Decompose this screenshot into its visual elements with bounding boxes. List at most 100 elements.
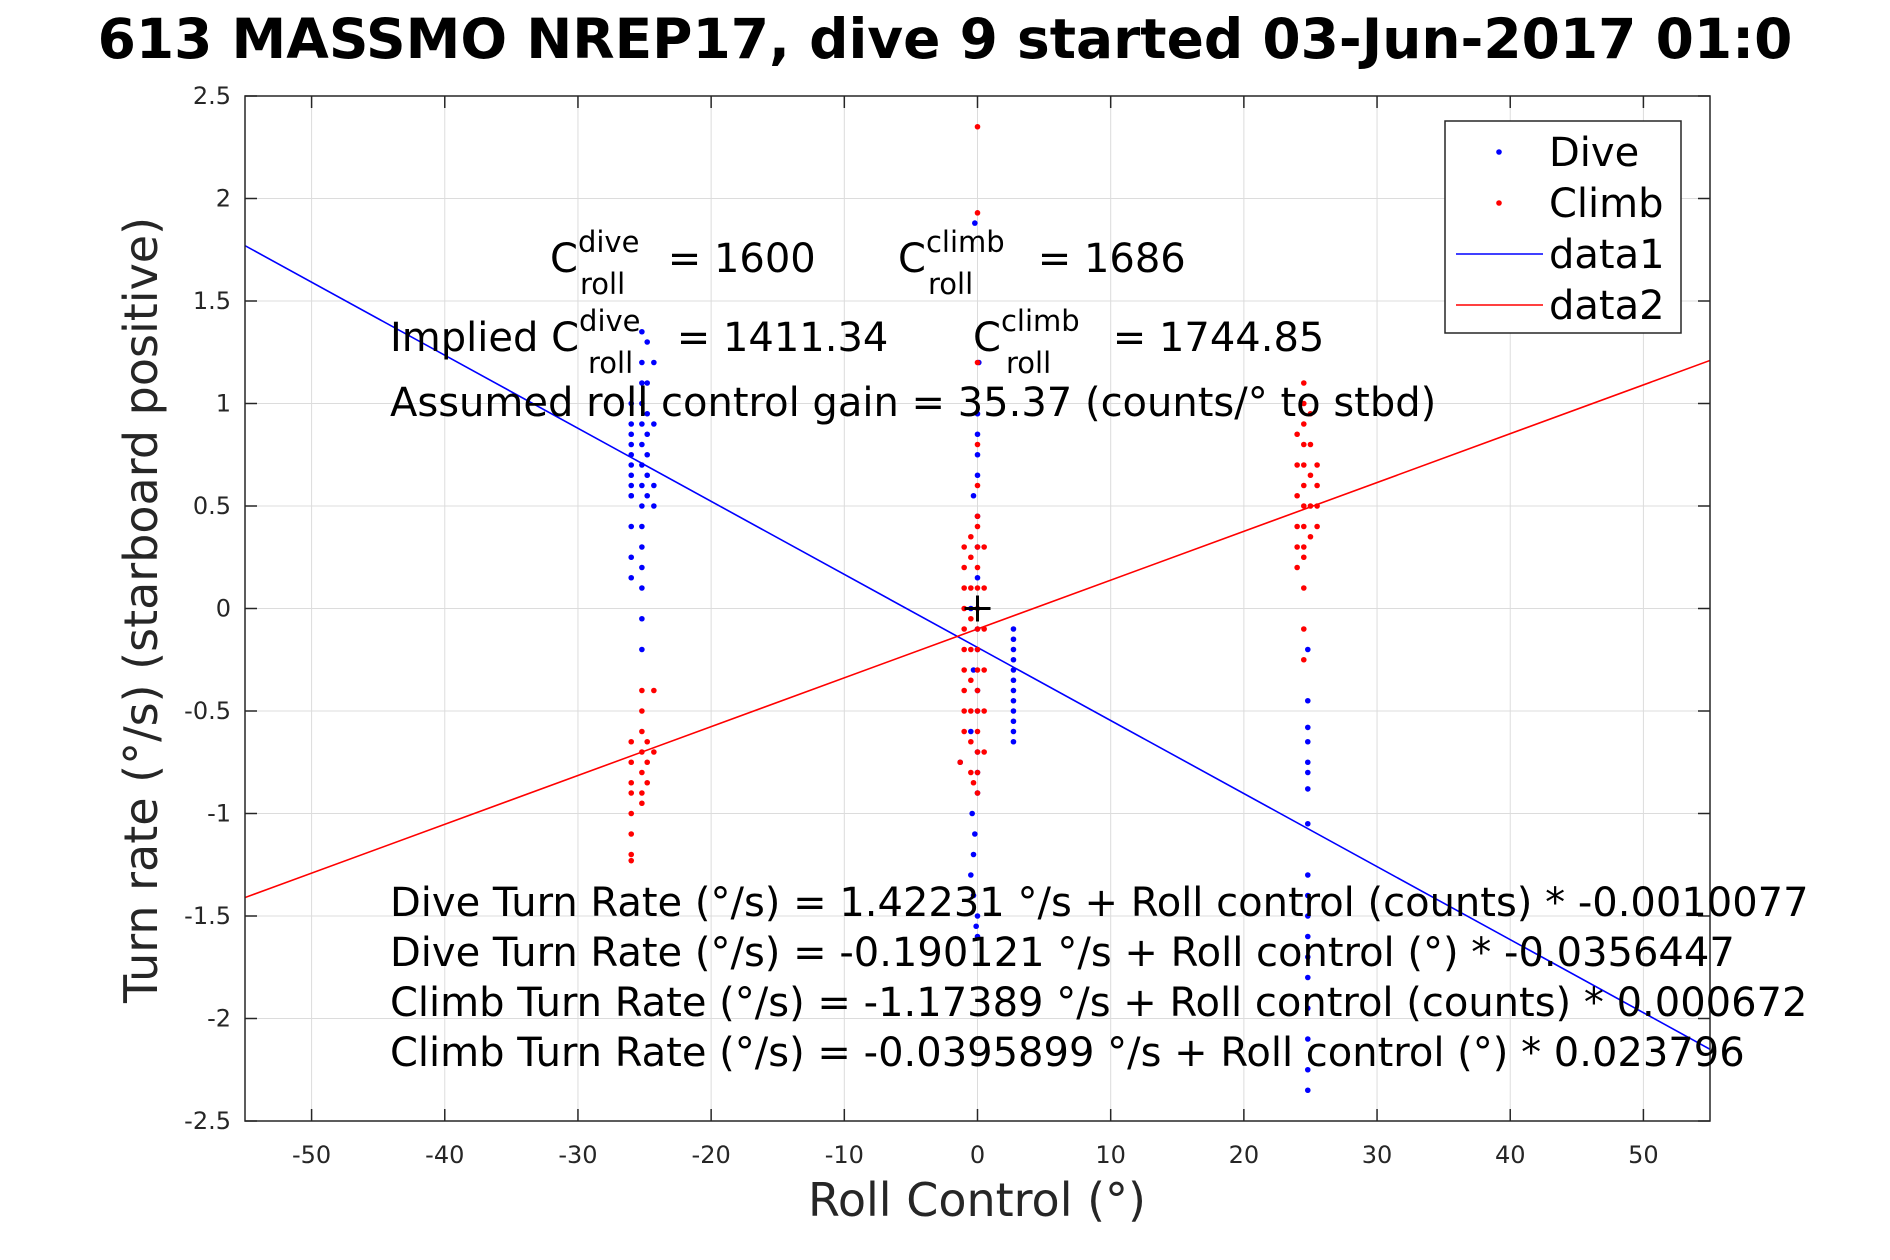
climb-point xyxy=(1314,462,1320,468)
climb-point xyxy=(639,800,645,807)
climb-point xyxy=(1314,482,1320,489)
dive-point xyxy=(628,554,635,561)
dive-point xyxy=(974,913,981,919)
climb-point xyxy=(651,749,657,755)
dive-point xyxy=(644,380,651,386)
climb-point xyxy=(968,615,974,622)
dive-point xyxy=(974,431,981,438)
climb-point xyxy=(1300,462,1307,468)
legend-box xyxy=(1444,120,1682,334)
dive-point xyxy=(639,615,645,622)
climb-point xyxy=(628,759,635,766)
y-tick-label: -2.5 xyxy=(184,1107,231,1135)
climb-point xyxy=(961,564,967,571)
dive-point xyxy=(644,431,651,438)
climb-point xyxy=(1294,564,1300,571)
dive-point xyxy=(639,585,645,591)
dive-point xyxy=(639,482,645,489)
center-marker xyxy=(964,595,991,622)
climb-point xyxy=(974,667,981,673)
dive-point xyxy=(639,359,645,366)
climb-point xyxy=(1307,533,1314,540)
dive-point xyxy=(639,646,645,653)
climb-point xyxy=(1300,656,1307,663)
implied-climb-annotation: Cclimb roll = 1744.85 xyxy=(973,304,1324,380)
x-tick-label: -30 xyxy=(558,1141,597,1169)
climb-point xyxy=(639,790,645,796)
climb-point xyxy=(628,851,635,858)
climb-point xyxy=(1300,400,1307,407)
y-tick-label: -1.5 xyxy=(184,902,231,930)
climb-point xyxy=(1300,554,1307,561)
climb-point xyxy=(628,857,635,864)
equation-1: Dive Turn Rate (°/s) = 1.42231 °/s + Rol… xyxy=(390,880,1809,926)
x-tick-label: -10 xyxy=(825,1141,864,1169)
climb-point xyxy=(1294,492,1300,499)
x-tick-label: -50 xyxy=(292,1141,331,1169)
dive-point xyxy=(639,544,645,550)
dive-point xyxy=(1304,933,1311,940)
climb-point xyxy=(1294,431,1300,438)
climb-point xyxy=(957,759,963,766)
y-tick-label: 0 xyxy=(216,595,231,623)
dive-point xyxy=(639,503,645,509)
climb-point xyxy=(1294,544,1300,550)
x-axis-label: Roll Control (°) xyxy=(808,1173,1146,1227)
climb-point xyxy=(1314,523,1320,530)
dive-point xyxy=(639,441,645,448)
dive-point xyxy=(628,441,635,448)
climb-point xyxy=(974,749,981,755)
climb-point xyxy=(981,626,987,632)
dive-point xyxy=(639,421,645,427)
climb-point xyxy=(968,677,974,684)
dive-point xyxy=(972,220,978,226)
dive-point xyxy=(973,923,979,930)
climb-point xyxy=(961,585,967,591)
equation-4: Climb Turn Rate (°/s) = -0.0395899 °/s +… xyxy=(390,1030,1745,1076)
climb-point xyxy=(968,533,974,540)
legend-data2-label: data2 xyxy=(1549,283,1665,329)
dive-point xyxy=(970,492,977,499)
climb-point xyxy=(970,779,977,786)
dive-point xyxy=(1010,697,1017,704)
climb-point xyxy=(968,646,974,653)
climb-point xyxy=(974,708,981,714)
climb-point xyxy=(639,687,645,694)
dive-point xyxy=(974,574,981,581)
climb-point xyxy=(974,482,981,489)
climb-point xyxy=(961,708,967,714)
dive-point xyxy=(970,851,977,858)
climb-point xyxy=(644,738,651,745)
implied-dive-annotation: Implied Cdive roll = 1411.34 xyxy=(390,304,888,380)
legend-climb-swatch xyxy=(1496,200,1502,206)
dive-point xyxy=(1304,872,1311,878)
data-points xyxy=(628,123,1320,1094)
climb-point xyxy=(974,564,981,571)
legend-dive-swatch xyxy=(1496,149,1502,155)
climb-point xyxy=(968,554,974,561)
climb-point xyxy=(981,749,987,755)
dive-point xyxy=(1304,697,1311,704)
dive-point xyxy=(1304,820,1311,827)
dive-point xyxy=(1304,759,1311,766)
dive-point xyxy=(651,421,657,427)
dive-point xyxy=(644,451,651,458)
dive-point xyxy=(628,574,635,581)
dive-point xyxy=(628,431,635,438)
climb-point xyxy=(639,728,645,735)
climb-point xyxy=(961,626,967,632)
dive-point xyxy=(1304,1005,1311,1012)
climb-point xyxy=(639,708,645,714)
dive-point xyxy=(639,564,645,571)
dive-point xyxy=(1010,728,1017,735)
dive-point xyxy=(974,472,981,479)
c-dive-annotation: Cdive roll = 1600 xyxy=(550,225,816,301)
dive-point xyxy=(1304,913,1311,919)
climb-point xyxy=(644,779,651,786)
climb-point xyxy=(974,123,981,130)
dive-point xyxy=(639,328,645,335)
y-tick-label: 2 xyxy=(216,185,231,213)
y-tick-label: 1 xyxy=(216,390,231,418)
dive-point xyxy=(1304,974,1311,981)
dive-point xyxy=(1010,626,1017,632)
